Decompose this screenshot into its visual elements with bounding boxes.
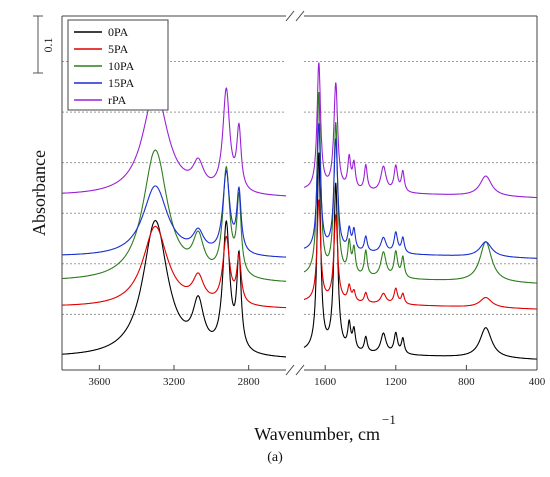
scale-bar-label: 0.1 [41, 38, 55, 53]
series-line-10PA [303, 92, 537, 284]
series-line-5PA [61, 225, 286, 309]
series-line-10PA [62, 149, 286, 282]
axis-break-marks [285, 10, 305, 376]
legend: 0PA 5PA 10PA 15PA rPA [67, 19, 169, 111]
series-line-0PA [62, 219, 286, 358]
x-axis-title-text: Wavenumber, cm [254, 424, 380, 444]
x-tick-label: 2800 [238, 376, 261, 388]
series-layer [61, 62, 537, 360]
series-line-0PA [303, 152, 537, 360]
series-line-15PA [303, 123, 537, 259]
legend-label-rPA: rPA [108, 93, 127, 107]
x-tick-label: 1600 [314, 376, 337, 388]
x-axis-title-superscript: −1 [382, 412, 396, 427]
legend-label-5PA: 5PA [108, 42, 129, 56]
legend-label-15PA: 15PA [108, 76, 135, 90]
figure-caption: (a) [267, 450, 283, 465]
legend-label-0PA: 0PA [108, 25, 129, 39]
series-line-5PA [304, 199, 537, 310]
x-tick-label: 3600 [88, 376, 111, 388]
series-5PA [61, 199, 537, 310]
scale-bar: 0.1 [33, 15, 55, 74]
y-axis-title: Absorbance [29, 150, 49, 236]
series-rPA [62, 62, 537, 199]
ftir-chart: 3600 3200 2800 1600 1200 800 400 0.1 Absorbanc… [29, 10, 546, 444]
series-line-rPA [62, 87, 286, 197]
series-line-rPA [303, 62, 537, 199]
series-15PA [62, 123, 537, 259]
x-axis-title: Wavenumber, cm −1 [254, 412, 396, 444]
x-tick-label: 3200 [163, 376, 186, 388]
x-tick-label: 1200 [385, 376, 408, 388]
series-0PA [62, 152, 537, 360]
legend-label-10PA: 10PA [108, 59, 135, 73]
x-tick-label: 800 [458, 376, 475, 388]
x-tick-label: 400 [529, 376, 546, 388]
x-ticks: 3600 3200 2800 1600 1200 800 400 [88, 365, 546, 388]
series-line-15PA [62, 169, 286, 258]
